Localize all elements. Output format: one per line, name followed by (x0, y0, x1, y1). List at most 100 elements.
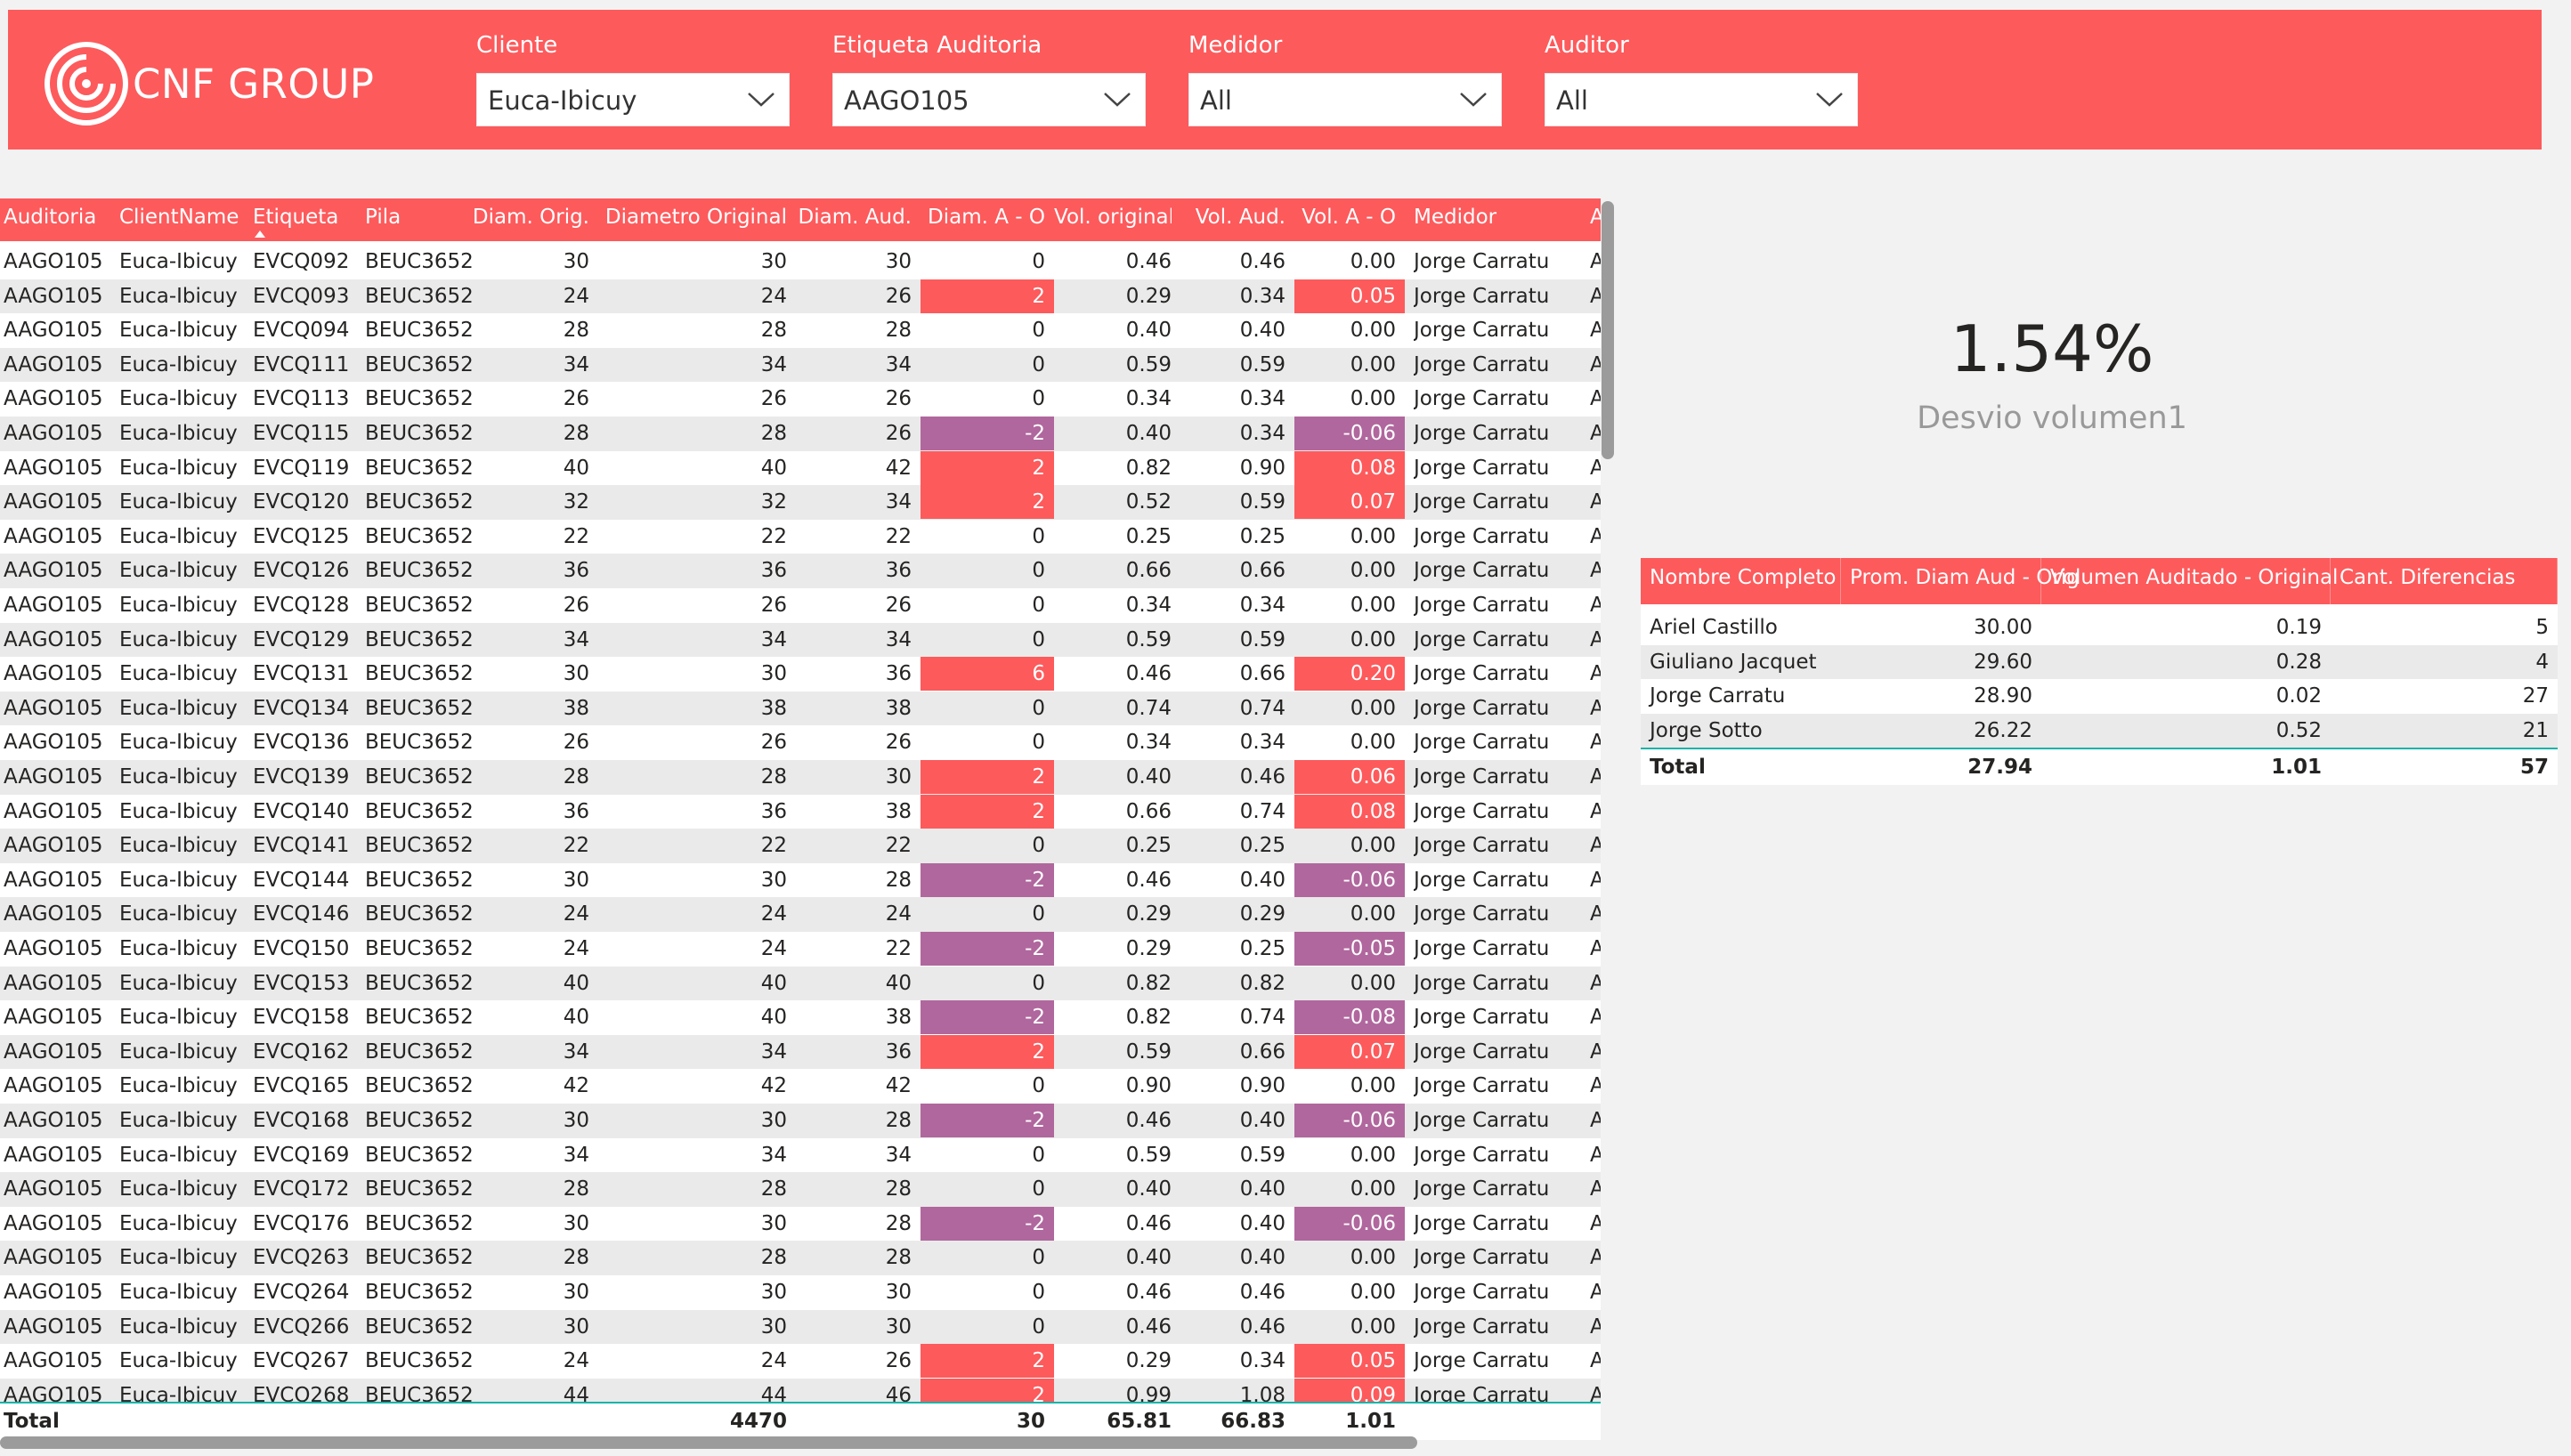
column-header[interactable]: Vol. original (1054, 206, 1172, 229)
table-row[interactable]: AAGO105 Euca-Ibicuy EVCQ169 BEUC3652 34 34 34 0… (0, 1138, 1601, 1173)
dropdown-value: Euca-Ibicuy (488, 85, 637, 116)
table-cell: Jorge Carratu (1414, 696, 1550, 720)
table-row[interactable]: AAGO105 Euca-Ibicuy EVCQ115 BEUC3652 28 28 26-… (0, 417, 1601, 451)
table-row[interactable]: AAGO105 Euca-Ibicuy EVCQ093 BEUC3652 24 24 26 2… (0, 279, 1601, 314)
column-header[interactable]: Nombre Completo (1641, 558, 1841, 604)
table-row[interactable]: AAGO105 Euca-Ibicuy EVCQ136 BEUC3652 26 26 26 0… (0, 725, 1601, 760)
table-cell: AAGO105 (4, 1177, 103, 1201)
table-cell: Jorge Carratu (1414, 490, 1550, 514)
table-cell: 38 (885, 1006, 912, 1030)
table-cell: 28 (563, 1177, 589, 1201)
table-row[interactable]: AAGO105 Euca-Ibicuy EVCQ267 BEUC3652 24 24 26 2… (0, 1344, 1601, 1379)
brand-logo: CNF GROUP (42, 39, 380, 128)
medidor-dropdown[interactable]: All (1188, 73, 1502, 126)
table-row[interactable]: AAGO105 Euca-Ibicuy EVCQ153 BEUC3652 40 40 40 0… (0, 966, 1601, 1001)
table-row[interactable]: Jorge Carratu 28.90 0.02 27 (1641, 679, 2558, 714)
table-cell: EVCQ139 (253, 765, 350, 789)
table-cell: 29.60 (1974, 650, 2032, 674)
horizontal-scrollbar[interactable] (0, 1436, 1417, 1449)
table-row[interactable]: Jorge Sotto 26.22 0.52 21 (1641, 713, 2558, 748)
table-cell: A (1590, 1039, 1601, 1064)
table-row[interactable]: AAGO105 Euca-Ibicuy EVCQ139 BEUC3652 28 28 30 2… (0, 760, 1601, 795)
table-cell: BEUC3652 (365, 387, 472, 411)
table-cell: BEUC3652 (365, 490, 472, 514)
table-row[interactable]: AAGO105 Euca-Ibicuy EVCQ144 BEUC3652 30 30 28-… (0, 862, 1601, 898)
table-cell: 0.25 (1239, 524, 1286, 548)
column-header[interactable]: Vol. Aud. (1195, 206, 1286, 229)
table-row[interactable]: Ariel Castillo 30.00 0.19 5 (1641, 611, 2558, 645)
table-cell: BEUC3652 (365, 352, 472, 376)
table-cell: 26 (563, 594, 589, 617)
table-row[interactable]: AAGO105 Euca-Ibicuy EVCQ150 BEUC3652 24 24 22-… (0, 932, 1601, 967)
slicer-title: Etiqueta Auditoria (832, 32, 1042, 59)
column-header[interactable]: Auditoria (4, 206, 97, 229)
table-cell: 0 (1032, 627, 1045, 651)
table-row[interactable]: AAGO105 Euca-Ibicuy EVCQ125 BEUC3652 22 22 22 0… (0, 520, 1601, 554)
table-cell: 40 (563, 1006, 589, 1030)
table-cell: Jorge Carratu (1414, 250, 1550, 273)
table-row[interactable]: AAGO105 Euca-Ibicuy EVCQ126 BEUC3652 36 36 36 0… (0, 554, 1601, 588)
table-cell: 42 (885, 1074, 912, 1098)
table-row[interactable]: Giuliano Jacquet 29.60 0.28 4 (1641, 644, 2558, 680)
column-header[interactable]: ClientName (119, 206, 239, 229)
vertical-scrollbar[interactable] (1602, 201, 1614, 459)
sort-ascending-icon[interactable] (255, 231, 265, 238)
table-row[interactable]: AAGO105 Euca-Ibicuy EVCQ134 BEUC3652 38 38 38 0… (0, 691, 1601, 726)
column-header[interactable]: Prom. Diam Aud - Orig (1841, 558, 2080, 604)
column-header[interactable]: Volumen Auditado - Original (2041, 558, 2338, 604)
column-header[interactable]: Etiqueta (253, 206, 339, 229)
table-cell: Euca-Ibicuy (119, 1349, 238, 1373)
table-row[interactable]: AAGO105 Euca-Ibicuy EVCQ111 BEUC3652 34 34 34 0… (0, 347, 1601, 383)
table-row[interactable]: AAGO105 Euca-Ibicuy EVCQ165 BEUC3652 42 42 42 0… (0, 1069, 1601, 1104)
table-cell: Jorge Carratu (1414, 352, 1550, 376)
table-row[interactable]: AAGO105 Euca-Ibicuy EVCQ146 BEUC3652 24 24 24 0… (0, 897, 1601, 932)
table-row[interactable]: AAGO105 Euca-Ibicuy EVCQ168 BEUC3652 30 30 28-… (0, 1104, 1601, 1138)
table-row[interactable]: AAGO105 Euca-Ibicuy EVCQ264 BEUC3652 30 30 30 0… (0, 1275, 1601, 1310)
table-cell: BEUC3652 (365, 594, 472, 617)
table-cell: Euca-Ibicuy (119, 456, 238, 480)
column-header[interactable]: Diam. Orig. (472, 206, 589, 229)
column-header[interactable]: Diam. A - O (928, 206, 1045, 229)
table-row[interactable]: AAGO105 Euca-Ibicuy EVCQ094 BEUC3652 28 28 28 0… (0, 313, 1601, 348)
table-cell: 0.82 (1125, 456, 1172, 480)
column-header[interactable]: A (1590, 206, 1601, 229)
table-cell: 0.59 (1125, 1039, 1172, 1064)
cliente-dropdown[interactable]: Euca-Ibicuy (476, 73, 790, 126)
table-row[interactable]: AAGO105 Euca-Ibicuy EVCQ120 BEUC3652 32 32 34 2… (0, 485, 1601, 520)
total-cell: 27.94 (1967, 756, 2032, 780)
table-row[interactable]: AAGO105 Euca-Ibicuy EVCQ140 BEUC3652 36 36 38 2… (0, 794, 1601, 829)
table-cell: 0.25 (1239, 937, 1286, 960)
table-cell: BEUC3652 (365, 868, 472, 892)
table-cell: 0.40 (1125, 765, 1172, 789)
table-cell: -0.06 (1294, 417, 1405, 450)
column-header[interactable]: Vol. A - O (1302, 206, 1396, 229)
table-cell: 36 (760, 799, 787, 823)
table-cell: 0.00 (1350, 1281, 1396, 1304)
table-cell: Euca-Ibicuy (119, 1246, 238, 1270)
table-row[interactable]: AAGO105 Euca-Ibicuy EVCQ172 BEUC3652 28 28 28 0… (0, 1172, 1601, 1207)
dropdown-value: All (1200, 85, 1232, 116)
table-row[interactable]: AAGO105 Euca-Ibicuy EVCQ113 BEUC3652 26 26 26 0… (0, 382, 1601, 417)
table-row[interactable]: AAGO105 Euca-Ibicuy EVCQ266 BEUC3652 30 30 30 0… (0, 1309, 1601, 1345)
table-cell: Euca-Ibicuy (119, 937, 238, 960)
column-header[interactable]: Diametro Original (604, 206, 787, 229)
table-cell: 0 (1032, 1177, 1045, 1201)
table-row[interactable]: AAGO105 Euca-Ibicuy EVCQ162 BEUC3652 34 34 36 2… (0, 1034, 1601, 1070)
etiqueta-dropdown[interactable]: AAGO105 (832, 73, 1146, 126)
table-row[interactable]: AAGO105 Euca-Ibicuy EVCQ128 BEUC3652 26 26 26 0… (0, 588, 1601, 623)
table-row[interactable]: AAGO105 Euca-Ibicuy EVCQ176 BEUC3652 30 30 28-… (0, 1206, 1601, 1242)
table-row[interactable]: AAGO105 Euca-Ibicuy EVCQ158 BEUC3652 40 40 38-… (0, 1000, 1601, 1035)
table-row[interactable]: AAGO105 Euca-Ibicuy EVCQ119 BEUC3652 40 40 42 2… (0, 450, 1601, 486)
table-row[interactable]: AAGO105 Euca-Ibicuy EVCQ141 BEUC3652 22 22 22 0… (0, 829, 1601, 863)
table-cell: A (1590, 1006, 1601, 1030)
table-row[interactable]: AAGO105 Euca-Ibicuy EVCQ263 BEUC3652 28 28 28 0… (0, 1241, 1601, 1275)
table-row[interactable]: AAGO105 Euca-Ibicuy EVCQ092 BEUC3652 30 30 30 0… (0, 245, 1601, 279)
auditor-dropdown[interactable]: All (1545, 73, 1858, 126)
column-header[interactable]: Medidor (1414, 206, 1497, 229)
table-row[interactable]: AAGO105 Euca-Ibicuy EVCQ129 BEUC3652 34 34 34 0… (0, 622, 1601, 658)
column-header[interactable]: Diam. Aud. (798, 206, 912, 229)
table-row[interactable]: AAGO105 Euca-Ibicuy EVCQ131 BEUC3652 30 30 36 6… (0, 657, 1601, 692)
table-cell: 22 (885, 834, 912, 858)
column-header[interactable]: Pila (365, 206, 401, 229)
column-header[interactable]: Cant. Diferencias (2331, 558, 2558, 604)
